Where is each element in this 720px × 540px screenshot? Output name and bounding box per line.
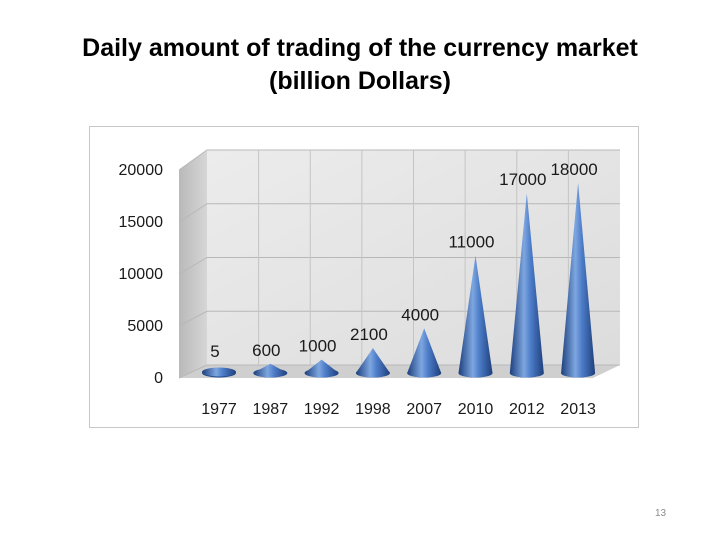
data-label-2010: 11000 (448, 233, 494, 252)
cone-body (561, 182, 596, 378)
side-wall (179, 150, 207, 378)
x-tick-label-2010: 2010 (458, 401, 494, 418)
cone-body (253, 363, 288, 378)
floor (179, 365, 620, 378)
cone-body (355, 348, 390, 378)
gridline-y-3 (178, 203, 620, 223)
data-label-1977: 5 (210, 342, 219, 361)
gridline-y-2 (178, 257, 620, 275)
data-label-1998: 2100 (350, 325, 388, 344)
gridline-y-4 (178, 149, 620, 171)
y-tick-label: 20000 (119, 162, 164, 179)
cone-body (509, 193, 544, 378)
cone-bar-2010 (458, 255, 493, 378)
cone-body (304, 359, 339, 378)
y-tick-label: 0 (154, 370, 163, 387)
x-tick-label-1977: 1977 (201, 401, 237, 418)
y-tick-label: 5000 (127, 318, 163, 335)
data-label-2012: 17000 (499, 170, 546, 189)
data-label-2013: 18000 (550, 160, 597, 179)
y-tick-label: 15000 (119, 214, 164, 231)
chart-title: Daily amount of trading of the currency … (0, 32, 720, 98)
data-label-1992: 1000 (299, 337, 337, 356)
cone-bar-1977 (202, 367, 236, 378)
page-number: 13 (655, 508, 667, 519)
chart-area: 0 5000 10000 15000 20000 1977 1987 1992 1998 200… (89, 126, 639, 428)
cone-bar-1987 (253, 363, 288, 378)
x-tick-label-1987: 1987 (253, 401, 289, 418)
cone-bar-1992 (304, 359, 339, 378)
cone-body (458, 255, 493, 378)
data-label-2007: 4000 (401, 305, 439, 324)
x-tick-label-2012: 2012 (509, 401, 545, 418)
cone-bar-1998 (355, 348, 390, 378)
cone-chart: 0 5000 10000 15000 20000 1977 1987 1992 1998 200… (119, 149, 620, 418)
x-tick-label-2013: 2013 (560, 401, 596, 418)
cone-bar-2012 (509, 193, 544, 378)
title-line-1: Daily amount of trading of the currency … (82, 34, 638, 62)
x-tick-label-1992: 1992 (304, 401, 340, 418)
cone-body (202, 367, 236, 377)
cone-bar-2007 (407, 328, 442, 378)
x-tick-label-2007: 2007 (406, 401, 442, 418)
cone-bar-2013 (561, 182, 596, 378)
y-tick-label: 10000 (119, 266, 164, 283)
data-label-1987: 600 (252, 341, 280, 360)
title-line-2: (billion Dollars) (269, 67, 451, 95)
x-tick-label-1998: 1998 (355, 401, 391, 418)
cone-body (407, 328, 442, 378)
